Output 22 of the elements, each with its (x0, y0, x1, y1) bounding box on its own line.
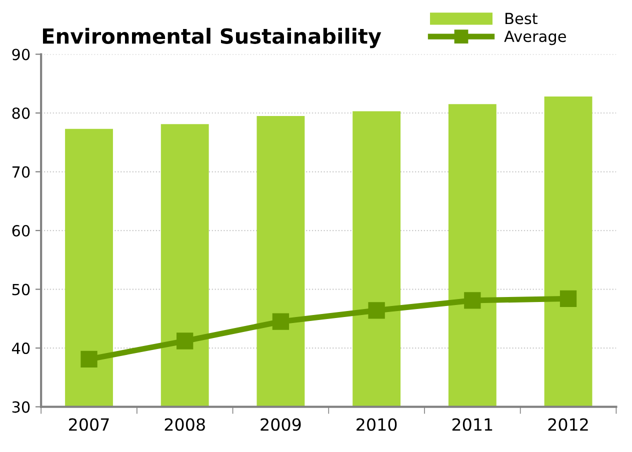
y-tick-label: 60 (12, 224, 30, 237)
point (80, 350, 98, 368)
legend-label: Average (504, 30, 566, 46)
x-tick-label: 2010 (356, 418, 397, 431)
legend-label: Best (506, 12, 538, 24)
y-tick-label: 90 (12, 48, 30, 60)
x-tick-label: 2008 (164, 418, 205, 431)
point (464, 292, 481, 309)
x-tick-label: 2012 (548, 418, 588, 431)
x-tick-label: 2009 (260, 418, 301, 431)
y-tick-label: 80 (12, 107, 30, 120)
y-tick-label: 40 (12, 342, 30, 354)
point (560, 290, 577, 308)
point (272, 313, 290, 330)
y-tick-label: 30 (12, 401, 30, 413)
chart-title: Environmental Sustainability (42, 28, 382, 48)
point (368, 302, 385, 319)
y-tick-label: 50 (12, 284, 30, 296)
point (176, 332, 194, 350)
x-tick-label: 2011 (452, 418, 492, 431)
x-tick-label: 2007 (69, 418, 109, 431)
y-tick-label: 70 (12, 166, 30, 178)
